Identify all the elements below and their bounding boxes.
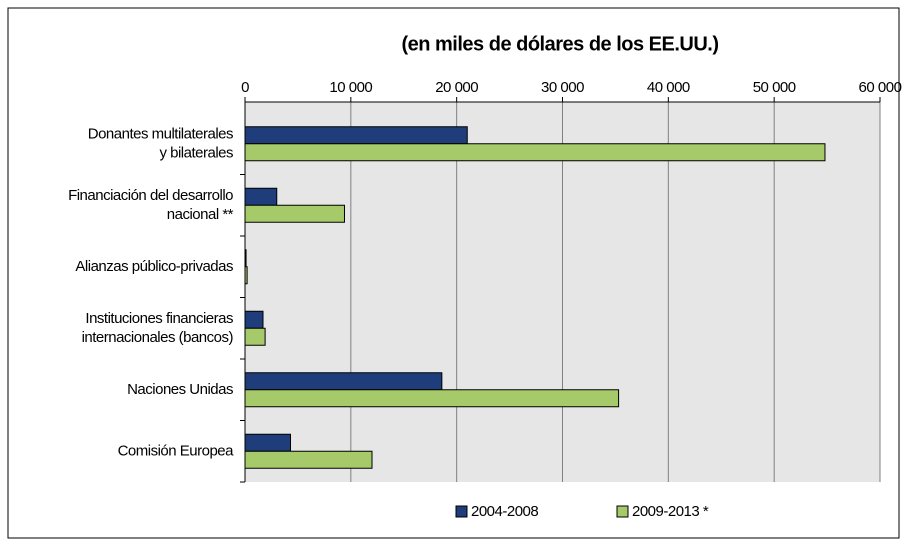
bar	[244, 187, 278, 206]
y-tick-label: Naciones Unidas	[127, 381, 233, 398]
bar	[244, 249, 247, 268]
x-tick-label: 10 000	[329, 79, 372, 96]
chart-title: (en miles de dólares de los EE.UU.)	[401, 33, 718, 55]
bar	[244, 389, 620, 408]
bar	[244, 450, 373, 469]
bar	[244, 372, 443, 391]
bar	[244, 143, 826, 162]
y-tick-label: Alianzas público-privadas	[75, 258, 233, 275]
y-tick-label: Financiación del desarrollo nacional **	[68, 187, 234, 223]
y-tick-label: Instituciones financieras internacionales…	[82, 310, 234, 346]
legend-swatch	[616, 505, 629, 518]
y-tick-label: Donantes multilaterales y bilaterales	[88, 125, 233, 161]
frame	[7, 7, 900, 539]
x-tick-label: 40 000	[647, 79, 690, 96]
bar	[244, 266, 248, 285]
x-tick-label: 0	[241, 79, 249, 96]
legend-swatch	[455, 505, 468, 518]
bar	[244, 310, 264, 329]
x-tick-label: 50 000	[753, 79, 796, 96]
bar	[244, 327, 266, 346]
legend-label: 2009-2013 *	[632, 503, 709, 520]
x-tick-label: 60 000	[859, 79, 902, 96]
x-tick-label: 30 000	[541, 79, 584, 96]
y-tick-label: Comisión Europea	[118, 442, 235, 459]
bar	[244, 204, 345, 223]
legend-label: 2004-2008	[471, 503, 538, 520]
bar	[244, 433, 292, 452]
bar	[244, 126, 468, 145]
x-tick-label: 20 000	[435, 79, 478, 96]
